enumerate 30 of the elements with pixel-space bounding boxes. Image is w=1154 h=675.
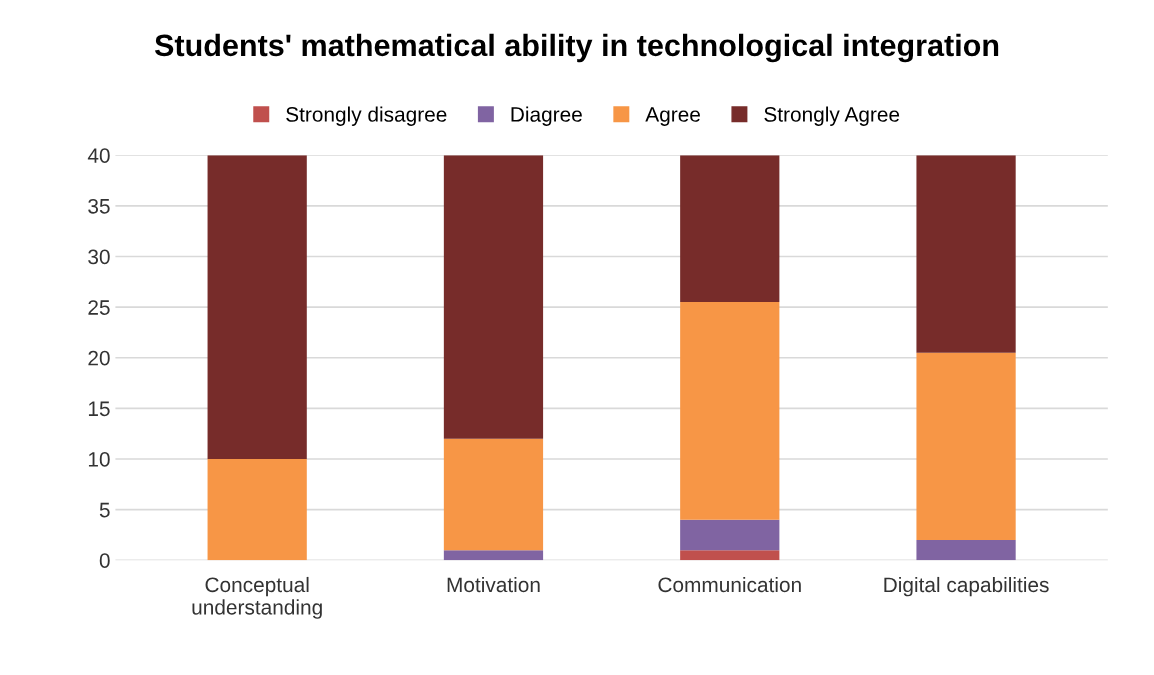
x-tick-label: Motivation — [447, 576, 540, 593]
y-tick-label: 35 — [88, 198, 110, 214]
x-tick-label: Communication — [658, 576, 801, 593]
y-tick-label: 15 — [88, 401, 110, 417]
y-tick-label: 0 — [99, 553, 110, 568]
chart-title: Students' mathematical ability in technological integration — [154, 33, 999, 63]
bar — [916, 155, 1016, 353]
bar — [207, 155, 307, 459]
bar — [443, 438, 544, 551]
bar — [680, 550, 780, 561]
x-tick-label: Digital capabilities — [884, 576, 1049, 597]
y-tick-label: 10 — [88, 452, 110, 467]
bar — [443, 550, 544, 561]
y-tick-label: 20 — [88, 350, 110, 366]
legend-label: Diagree — [511, 106, 582, 126]
bar — [207, 459, 307, 561]
y-tick-label: 25 — [88, 300, 110, 315]
bar — [680, 519, 780, 551]
bar — [443, 155, 544, 439]
bar — [680, 302, 780, 520]
y-tick-label: 40 — [87, 148, 110, 163]
bar — [916, 540, 1016, 561]
y-tick-label: 5 — [99, 502, 110, 518]
bar — [916, 352, 1016, 540]
bar — [680, 155, 780, 303]
y-tick-label: 30 — [88, 249, 110, 265]
legend-label: Agree — [645, 107, 700, 126]
x-tick-label: Conceptual understanding — [192, 576, 322, 619]
legend-label: Strongly disagree — [286, 106, 447, 126]
legend-label: Strongly Agree — [764, 106, 900, 126]
